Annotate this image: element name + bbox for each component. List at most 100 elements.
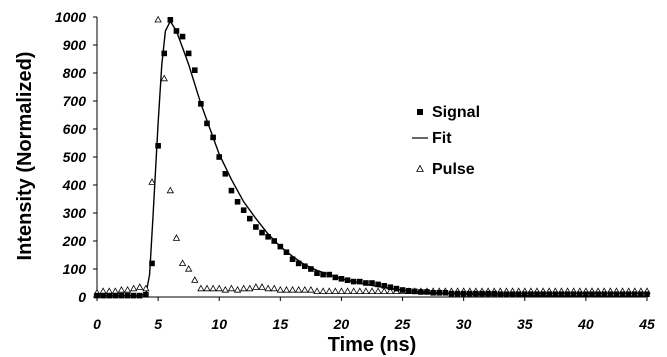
pulse-point	[148, 178, 156, 185]
pulse-point	[319, 287, 327, 294]
signal-point	[570, 291, 577, 297]
pulse-point	[374, 287, 382, 294]
y-tick-label: 100	[63, 261, 87, 277]
pulse-point	[111, 287, 120, 294]
signal-point	[521, 291, 528, 297]
pulse-point	[301, 285, 309, 293]
signal-point	[210, 134, 216, 141]
signal-point	[301, 263, 308, 269]
x-axis-title: Time (ns)	[328, 334, 417, 356]
legend-label-signal: Signal	[432, 104, 480, 121]
signal-point	[94, 292, 100, 299]
y-tick-label: 200	[62, 233, 87, 249]
legend: Signal Fit Pulse	[412, 104, 480, 178]
signal-point	[375, 281, 381, 288]
signal-point	[308, 266, 314, 272]
pulse-point	[325, 287, 333, 294]
legend-label-pulse: Pulse	[432, 161, 475, 178]
signal-point	[246, 215, 253, 222]
signal-point	[460, 290, 467, 297]
signal-point	[314, 270, 320, 276]
signal-point	[448, 290, 455, 297]
signal-point	[136, 292, 143, 299]
signal-point	[240, 207, 247, 213]
x-tick-label: 15	[273, 316, 289, 332]
x-axis-ticks: 0 5 10 15 20 25 30 35 40 45	[93, 297, 655, 332]
pulse-point	[233, 285, 242, 293]
signal-point	[631, 291, 638, 297]
signal-point	[161, 50, 168, 57]
signal-point	[381, 283, 388, 289]
signal-point	[534, 291, 540, 297]
y-axis-title: Intensity (Normalized)	[14, 52, 36, 261]
pulse-point	[191, 276, 199, 283]
signal-point	[589, 291, 595, 297]
pulse-point	[380, 287, 388, 294]
signal-point	[130, 292, 137, 299]
pulse-point	[294, 285, 303, 293]
signal-point	[271, 238, 278, 244]
y-tick-label: 0	[78, 289, 86, 305]
signal-point	[106, 292, 113, 299]
signal-point	[540, 291, 546, 297]
pulse-point	[184, 264, 193, 272]
signal-point	[100, 292, 106, 299]
pulse-point	[197, 284, 205, 292]
signal-point	[326, 271, 333, 278]
pulse-point	[313, 287, 321, 294]
pulse-point	[246, 284, 254, 292]
signal-point	[515, 291, 522, 297]
y-tick-label: 400	[62, 177, 87, 193]
signal-point	[320, 271, 326, 278]
pulse-point	[349, 287, 358, 294]
pulse-point	[368, 287, 376, 294]
signal-point	[253, 224, 259, 230]
pulse-point	[99, 287, 107, 294]
x-tick-label: 0	[93, 316, 101, 332]
plot-area	[93, 15, 651, 299]
signal-point	[167, 17, 174, 23]
signal-point	[234, 199, 241, 205]
signal-point	[454, 290, 461, 297]
pulse-point	[270, 284, 278, 292]
pulse-point	[166, 186, 175, 194]
pulse-point	[337, 287, 346, 294]
signal-point	[338, 276, 345, 282]
signal-point	[155, 143, 161, 149]
signal-point	[350, 278, 357, 285]
pulse-point	[215, 284, 223, 292]
signal-point	[344, 277, 351, 283]
signal-point	[173, 28, 180, 34]
signal-point	[418, 289, 424, 295]
signal-point	[644, 291, 650, 297]
signal-point	[143, 291, 149, 298]
signal-point	[124, 292, 131, 299]
signal-point	[289, 256, 296, 262]
y-tick-label: 500	[63, 149, 87, 165]
pulse-point	[129, 284, 138, 292]
signal-point	[558, 291, 565, 297]
pulse-point	[105, 287, 113, 294]
signal-point	[552, 291, 559, 297]
signal-point	[595, 291, 601, 297]
signal-point	[424, 289, 430, 295]
pulse-point	[276, 285, 285, 293]
pulse-point	[356, 287, 364, 294]
pulse-point	[117, 285, 126, 293]
pulse-point	[307, 285, 315, 293]
signal-point	[473, 290, 479, 297]
y-axis-ticks: 0 100 200 300 400 500 600 700 800 900 1000	[55, 9, 97, 305]
pulse-point	[239, 284, 248, 292]
x-tick-label: 20	[333, 316, 350, 332]
signal-point	[204, 120, 210, 127]
legend-marker-pulse	[416, 164, 424, 172]
pulse-point	[203, 284, 211, 292]
signal-point	[583, 291, 589, 297]
y-tick-label: 800	[63, 65, 87, 81]
signal-point	[179, 33, 186, 40]
signal-point	[332, 274, 339, 281]
x-tick-label: 45	[638, 316, 655, 332]
signal-point	[528, 291, 534, 297]
signal-point	[216, 154, 223, 160]
